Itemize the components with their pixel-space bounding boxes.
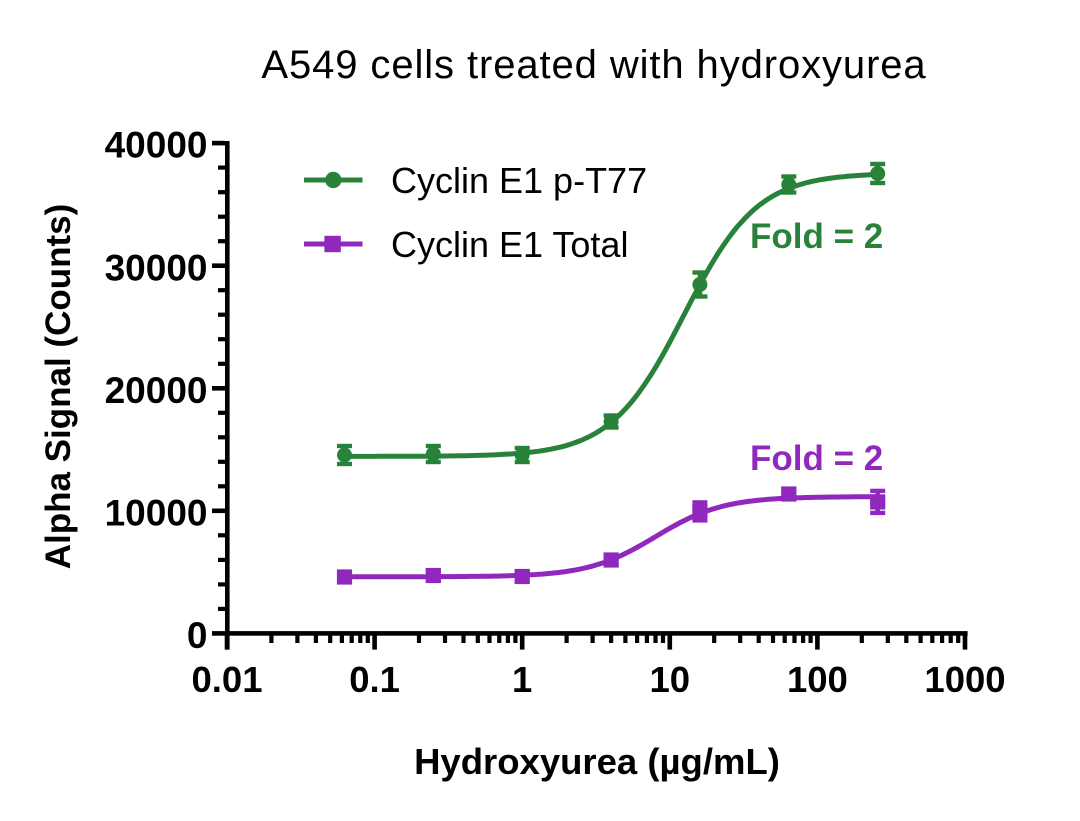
svg-text:Fold = 2: Fold = 2 <box>750 217 883 256</box>
svg-text:0.1: 0.1 <box>349 659 400 700</box>
svg-text:Alpha Signal (Counts): Alpha Signal (Counts) <box>39 204 78 570</box>
svg-text:10000: 10000 <box>105 492 208 533</box>
svg-text:1000: 1000 <box>924 659 1005 700</box>
svg-text:0: 0 <box>187 615 208 656</box>
svg-text:Hydroxyurea (µg/mL): Hydroxyurea (µg/mL) <box>414 741 780 782</box>
svg-text:40000: 40000 <box>105 125 208 166</box>
svg-text:Fold = 2: Fold = 2 <box>750 439 883 478</box>
svg-text:20000: 20000 <box>105 370 208 411</box>
svg-text:Cyclin E1 p-T77: Cyclin E1 p-T77 <box>391 160 647 201</box>
svg-text:1: 1 <box>512 659 532 700</box>
svg-text:30000: 30000 <box>105 247 208 288</box>
svg-text:0.01: 0.01 <box>191 659 262 700</box>
svg-text:100: 100 <box>787 659 848 700</box>
svg-text:Cyclin E1 Total: Cyclin E1 Total <box>391 224 628 265</box>
svg-text:A549 cells treated with hydrox: A549 cells treated with hydroxyurea <box>261 43 926 87</box>
svg-text:10: 10 <box>649 659 690 700</box>
